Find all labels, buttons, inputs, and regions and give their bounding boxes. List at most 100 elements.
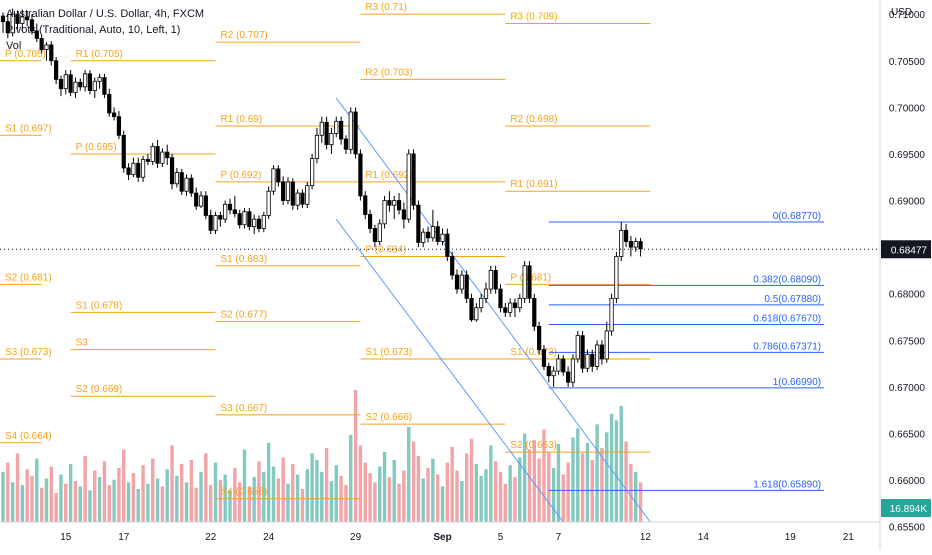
volume-bar [10, 482, 15, 522]
candle-body [334, 120, 339, 134]
candle-body [305, 185, 310, 205]
candle-body [537, 325, 542, 351]
volume-bar [547, 452, 551, 522]
candle-body [136, 162, 141, 178]
volume-bar [392, 459, 396, 522]
volume-bar [542, 429, 546, 522]
volume-bar [605, 432, 609, 522]
candle-body [131, 162, 136, 175]
pivot-label: R2 (0.698) [510, 114, 557, 125]
candle-body [256, 218, 262, 229]
pivot-label: S1 (0.673) [365, 347, 412, 358]
volume-bar [378, 466, 382, 522]
candle-body [512, 302, 518, 309]
volume-bar [344, 485, 348, 522]
volume-bar [30, 475, 34, 522]
volume-bar [363, 462, 367, 522]
volume-bar [204, 453, 208, 522]
candle-body [580, 335, 585, 369]
time-tick-label: 22 [205, 532, 217, 543]
volume-bar [218, 479, 223, 522]
pivot-label: S2 (0.681) [5, 272, 52, 283]
volume-bar [83, 456, 87, 522]
volume-bar [266, 442, 271, 522]
candle-body [599, 344, 605, 360]
fib-retracement[interactable]: 0(0.68770) 0.382(0.68090) 0.5(0.67880) 0.61… [548, 211, 825, 491]
candle-body [638, 241, 643, 250]
candle-body [271, 168, 276, 192]
volume-bar [561, 474, 565, 522]
volume-bar [315, 459, 319, 522]
candle-body [63, 74, 68, 90]
candle-body [474, 307, 479, 321]
pivot-label: S4 (0.658) [221, 487, 268, 498]
candle-body [126, 167, 131, 175]
volume-bar [1, 471, 5, 522]
volume-bar [286, 483, 290, 522]
last-price-value: 0.68477 [891, 245, 928, 256]
candle-body [34, 30, 39, 39]
candle-body [290, 181, 295, 206]
candle-body [102, 77, 107, 95]
volume-bar [407, 426, 411, 522]
candle-body [92, 80, 97, 91]
volume-bar [25, 469, 29, 522]
pivot-label: S3 (0.667) [221, 403, 268, 414]
volume-bar [276, 478, 281, 522]
volume-bar [126, 482, 131, 522]
candle-body [78, 81, 83, 88]
volume-bar [508, 465, 512, 522]
candle-body [488, 270, 493, 290]
regression-channel[interactable] [335, 97, 651, 523]
currency-label: USD [891, 7, 913, 18]
volume-bar [358, 445, 363, 522]
candle-body [198, 195, 204, 207]
candle-body [58, 79, 64, 90]
pivot-label: R3 (0.71) [365, 2, 407, 13]
candle-body [150, 146, 155, 162]
volume-bar [78, 486, 82, 522]
candle-body [561, 358, 566, 373]
pivot-label: R2 (0.703) [365, 67, 412, 78]
volume-histogram [1, 390, 643, 522]
volume-bar [532, 440, 536, 522]
candle-body [266, 190, 271, 216]
channel-line [335, 97, 651, 523]
candle-body [367, 214, 373, 229]
price-tick-label: 0.70500 [889, 57, 926, 68]
volume-bar [199, 471, 203, 522]
candle-body [628, 241, 634, 248]
candle-body [281, 181, 286, 201]
volume-bar [334, 465, 338, 522]
fib-level-label: 0.5(0.67880) [764, 294, 821, 305]
volume-bar [228, 490, 232, 522]
candle-body [295, 192, 300, 206]
volume-bar [247, 486, 252, 522]
candle-body [194, 192, 199, 207]
candle-body [160, 151, 165, 164]
candle-body [566, 371, 571, 383]
volume-bar [320, 471, 324, 522]
candle-body [633, 241, 638, 248]
candle-body [203, 195, 208, 216]
volume-bar [634, 471, 638, 522]
candle-body [619, 229, 624, 257]
volume-bar [155, 478, 160, 522]
candle-body [184, 177, 189, 192]
pivot-label: S1 (0.678) [76, 300, 123, 311]
pivot-label: S3 [76, 338, 89, 349]
candle-body [237, 213, 242, 226]
time-tick-label: 7 [556, 532, 562, 543]
price-tick-label: 0.65500 [889, 523, 926, 534]
candle-body [276, 168, 281, 183]
volume-bar [518, 457, 522, 522]
price-tick-label: 0.67000 [889, 383, 926, 394]
fib-level-label: 0.786(0.67371) [753, 341, 821, 352]
candle-body [570, 358, 576, 383]
volume-bar [242, 449, 247, 522]
volume-bar [122, 449, 126, 522]
candle-body [300, 192, 305, 205]
last-price-tag [881, 240, 931, 259]
